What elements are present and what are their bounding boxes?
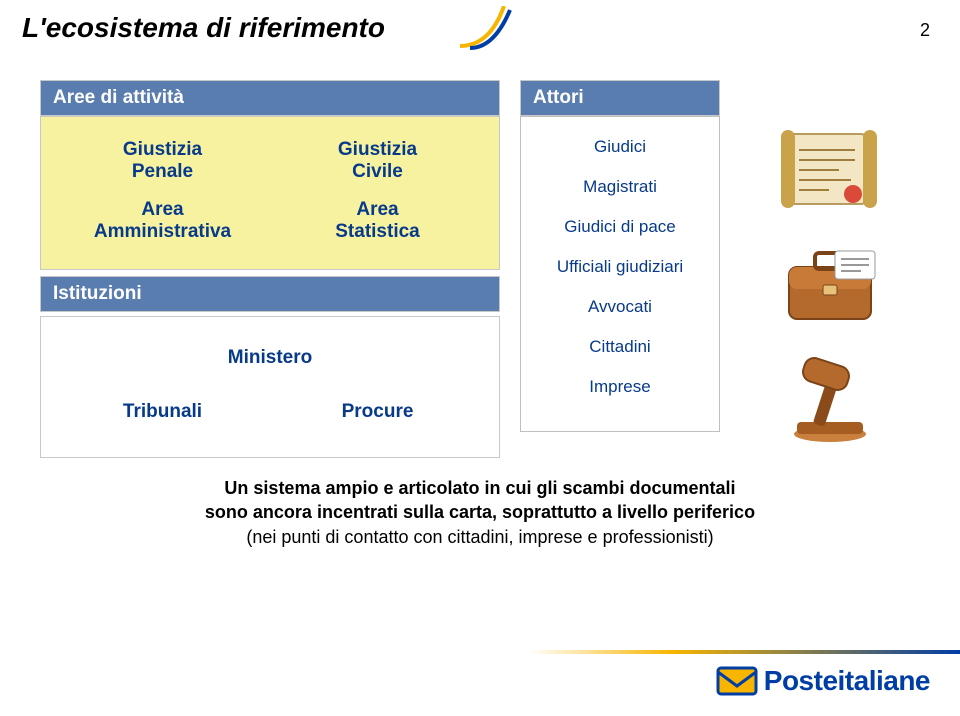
attori-item: Avvocati [529, 287, 711, 327]
istituzioni-header: Istituzioni [40, 276, 500, 312]
page-number: 2 [920, 20, 930, 41]
aree-cell: AreaStatistica [270, 191, 485, 251]
attori-item: Imprese [529, 367, 711, 407]
scroll-icon [775, 124, 885, 219]
aree-cell-line1: AreaStatistica [335, 199, 419, 242]
logo-text: Posteitaliane [764, 665, 930, 697]
aree-cell-line1: AreaAmministrativa [94, 199, 231, 242]
logo-text-a: Poste [764, 665, 838, 696]
istituzioni-cell: Procure [270, 385, 485, 439]
aree-cell-line1: GiustiziaCivile [338, 139, 417, 182]
page-title: L'ecosistema di riferimento [0, 12, 385, 44]
attori-panel: Giudici Magistrati Giudici di pace Uffic… [520, 116, 720, 432]
aree-cell-line1: GiustiziaPenale [123, 139, 202, 182]
caption-line: sono ancora incentrati sulla carta, sopr… [40, 500, 920, 524]
istituzioni-panel: Ministero Tribunali Procure [40, 316, 500, 458]
aree-cell: GiustiziaPenale [55, 131, 270, 191]
footer-gradient [0, 650, 960, 654]
left-column: Aree di attività GiustiziaPenale Giustiz… [40, 80, 500, 458]
caption-block: Un sistema ampio e articolato in cui gli… [40, 476, 920, 549]
gavel-icon [775, 350, 885, 445]
icons-column [750, 80, 910, 463]
attori-item: Giudici di pace [529, 207, 711, 247]
caption-line: Un sistema ampio e articolato in cui gli… [40, 476, 920, 500]
attori-header: Attori [520, 80, 720, 116]
attori-item: Magistrati [529, 167, 711, 207]
posteitaliane-logo: Posteitaliane [716, 660, 930, 702]
attori-item: Giudici [529, 127, 711, 167]
caption-line-sub: (nei punti di contatto con cittadini, im… [40, 525, 920, 549]
logo-text-b: italiane [838, 665, 930, 696]
envelope-icon [716, 660, 758, 702]
attori-column: Attori Giudici Magistrati Giudici di pac… [520, 80, 720, 432]
attori-item: Cittadini [529, 327, 711, 367]
title-arc-decoration [460, 6, 520, 50]
footer: Posteitaliane [0, 644, 960, 716]
briefcase-icon [775, 237, 885, 332]
aree-header: Aree di attività [40, 80, 500, 116]
istituzioni-cell: Tribunali [55, 385, 270, 439]
aree-cell: GiustiziaCivile [270, 131, 485, 191]
attori-item: Ufficiali giudiziari [529, 247, 711, 287]
aree-cell: AreaAmministrativa [55, 191, 270, 251]
aree-panel: GiustiziaPenale GiustiziaCivile AreaAmmi… [40, 116, 500, 270]
istituzioni-cell: Ministero [55, 331, 485, 385]
